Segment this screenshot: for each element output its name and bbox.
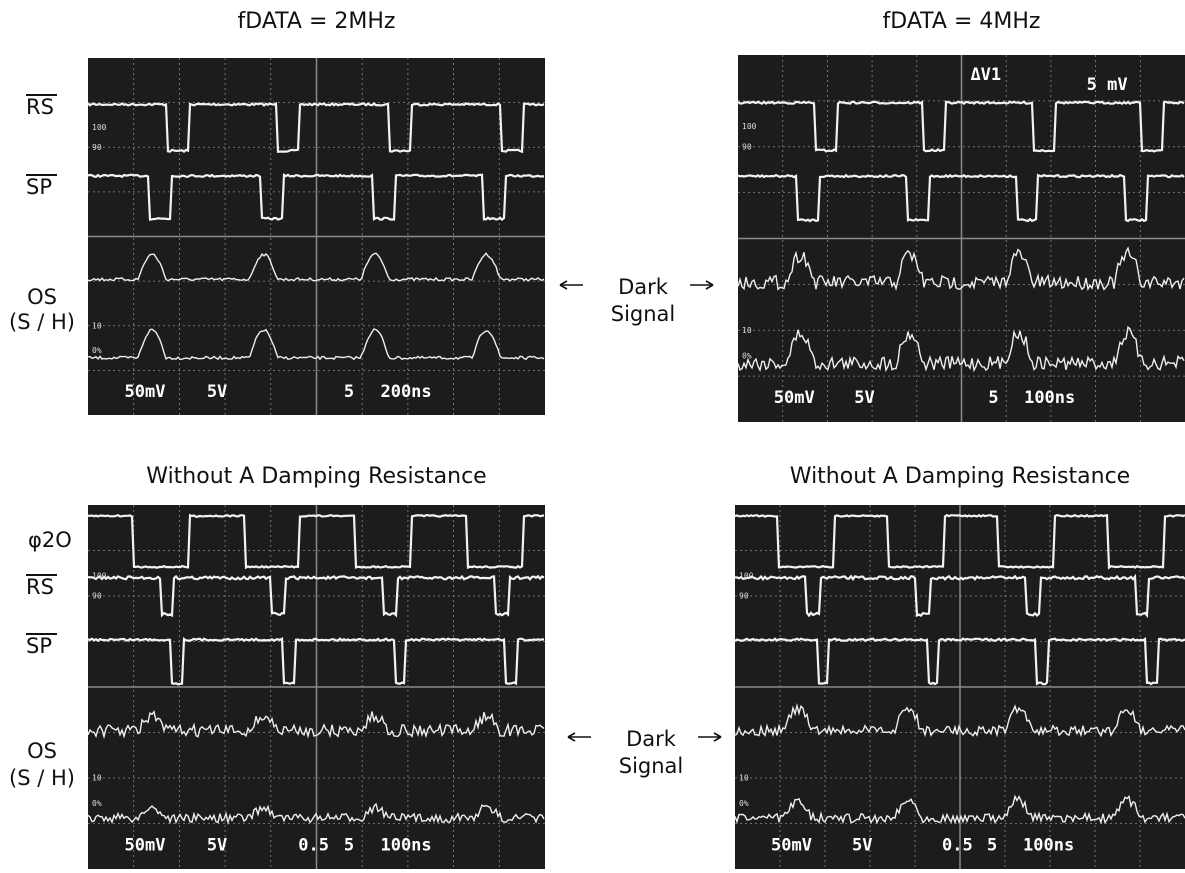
arrows	[559, 280, 714, 290]
label-phi: φ2O	[28, 528, 72, 552]
scope-readout: 100ns	[1024, 388, 1075, 408]
trace	[87, 252, 545, 282]
scale-mark: 0%	[92, 799, 102, 808]
scale-mark: 0%	[739, 799, 749, 808]
panel-title: fDATA = 2MHz	[238, 9, 396, 34]
scope-readout: 100ns	[380, 835, 431, 855]
panel-title: Without A Damping Resistance	[146, 464, 486, 489]
trace	[87, 710, 545, 740]
label-sp: SP	[26, 634, 52, 658]
scale-mark: 100	[92, 571, 107, 580]
scale-mark: 90	[739, 592, 749, 601]
annotation: Signal	[611, 302, 676, 326]
scale-mark: 10	[742, 326, 752, 335]
scope-readout: 5V	[207, 382, 227, 402]
trace	[734, 636, 1185, 686]
trace	[734, 703, 1185, 738]
label-rs: RS	[26, 95, 54, 119]
scope-readout: 5V	[854, 388, 874, 408]
scope-cursor: ΔV1	[970, 65, 1001, 85]
scale-mark: 10	[92, 321, 102, 330]
scope-readout: 50mV	[771, 835, 812, 855]
trace	[87, 102, 545, 154]
trace	[87, 574, 545, 618]
label-sp: SP	[26, 175, 52, 199]
trace	[87, 636, 545, 686]
scope-readout: 50mV	[125, 835, 166, 855]
scale-mark: 100	[742, 122, 757, 131]
scope-readout: 5	[344, 382, 354, 402]
trace	[87, 328, 545, 361]
scale-mark: 90	[92, 143, 102, 152]
arrows	[567, 732, 722, 742]
scope-readout: 200ns	[380, 382, 431, 402]
label-os: OS	[27, 285, 57, 309]
scope-readout: 5	[344, 835, 354, 855]
label-rs: RS	[26, 575, 54, 599]
scope-readout: 0.5	[298, 835, 329, 855]
annotation: Dark	[626, 727, 677, 751]
trace	[737, 325, 1185, 373]
panel-title: fDATA = 4MHz	[883, 9, 1041, 34]
scale-mark: 100	[739, 571, 754, 580]
scale-mark: 100	[92, 123, 107, 132]
annotation: Dark	[618, 275, 669, 299]
label-os: OS	[27, 739, 57, 763]
scope-readout: 5	[988, 388, 998, 408]
trace	[734, 513, 1185, 570]
scope-readout: 50mV	[774, 388, 815, 408]
scope-readout: 5V	[852, 835, 872, 855]
trace	[737, 100, 1185, 153]
label-os-sub: (S / H)	[9, 766, 75, 790]
scale-mark: 90	[742, 142, 752, 151]
scope-readout: 50mV	[125, 382, 166, 402]
trace	[87, 173, 544, 222]
scope-readout: 5	[987, 835, 997, 855]
scale-mark: 10	[739, 774, 749, 783]
scale-mark: 0%	[742, 351, 752, 360]
scale-mark: 10	[92, 774, 102, 783]
scope-readout: 5V	[207, 835, 227, 855]
trace	[734, 794, 1185, 825]
trace	[87, 802, 545, 826]
scope-cursor-value: 5 mV	[1087, 75, 1128, 95]
annotation: Signal	[619, 754, 684, 778]
scale-mark: 90	[92, 592, 102, 601]
trace	[737, 246, 1185, 292]
label-os-sub: (S / H)	[9, 310, 75, 334]
scope-readout: 100ns	[1023, 835, 1074, 855]
scope-readout: 0.5	[942, 835, 973, 855]
panel-title: Without A Damping Resistance	[790, 464, 1130, 489]
scale-mark: 0%	[92, 346, 102, 355]
trace	[737, 173, 1185, 223]
trace	[734, 573, 1185, 619]
trace	[87, 513, 545, 570]
